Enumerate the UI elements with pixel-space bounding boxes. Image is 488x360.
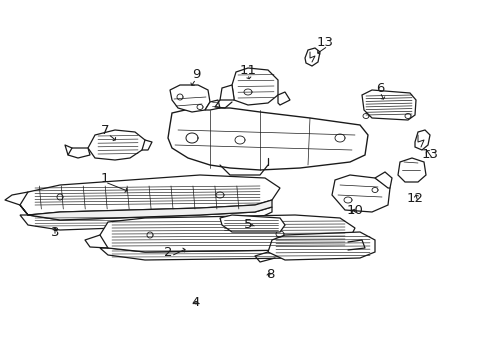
Polygon shape <box>374 172 391 188</box>
Text: 4: 4 <box>191 297 200 310</box>
Polygon shape <box>397 158 425 182</box>
Text: 11: 11 <box>239 63 256 77</box>
Polygon shape <box>267 232 374 260</box>
Polygon shape <box>414 130 429 150</box>
Text: 7: 7 <box>101 123 109 136</box>
Text: 9: 9 <box>191 68 200 81</box>
Polygon shape <box>220 85 234 100</box>
Polygon shape <box>361 90 415 120</box>
Polygon shape <box>170 85 209 112</box>
Polygon shape <box>20 200 271 220</box>
Polygon shape <box>278 92 289 105</box>
Text: 8: 8 <box>265 269 274 282</box>
Polygon shape <box>100 242 347 260</box>
Text: 13: 13 <box>316 36 333 49</box>
Polygon shape <box>20 175 280 215</box>
Text: 2: 2 <box>163 246 172 258</box>
Text: 12: 12 <box>406 192 423 204</box>
Polygon shape <box>68 148 90 158</box>
Polygon shape <box>220 215 285 232</box>
Polygon shape <box>168 108 367 170</box>
Text: 1: 1 <box>101 171 109 184</box>
Text: 5: 5 <box>243 219 252 231</box>
Text: 3: 3 <box>51 225 59 238</box>
Text: 13: 13 <box>421 148 438 162</box>
Polygon shape <box>88 130 145 160</box>
Text: 6: 6 <box>375 81 384 94</box>
Polygon shape <box>231 68 278 105</box>
Polygon shape <box>305 48 319 66</box>
Polygon shape <box>100 215 354 252</box>
Polygon shape <box>204 100 220 110</box>
Polygon shape <box>331 175 389 212</box>
Polygon shape <box>20 207 271 230</box>
Text: 10: 10 <box>346 203 363 216</box>
